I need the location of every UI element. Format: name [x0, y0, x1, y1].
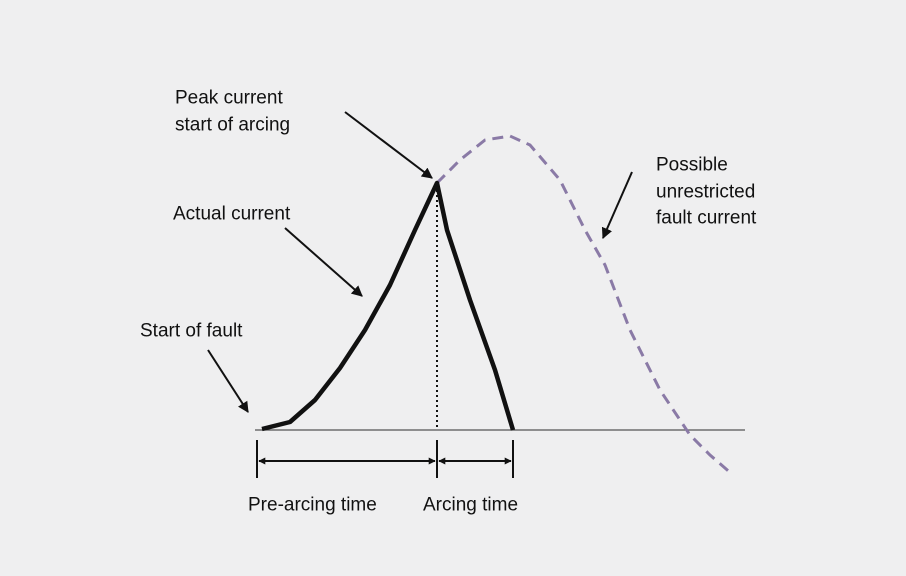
actual-arrow	[284, 227, 363, 297]
peak-label: start of arcing	[175, 115, 290, 136]
possible-label: fault current	[656, 208, 757, 229]
start-fault-label: Start of fault	[140, 321, 243, 342]
arcing-label: Arcing time	[423, 495, 518, 516]
possible-arrow	[601, 171, 633, 240]
possible-label: Possible	[656, 155, 728, 176]
unrestricted-curve	[435, 134, 734, 477]
peak-arrow	[344, 111, 433, 179]
start-arrow	[207, 349, 249, 413]
peak-label: Peak current	[175, 88, 283, 109]
actual-label: Actual current	[173, 204, 291, 225]
actual-curve	[261, 180, 516, 432]
pre-arcing-label: Pre-arcing time	[248, 495, 377, 516]
possible-label: unrestricted	[656, 182, 755, 203]
